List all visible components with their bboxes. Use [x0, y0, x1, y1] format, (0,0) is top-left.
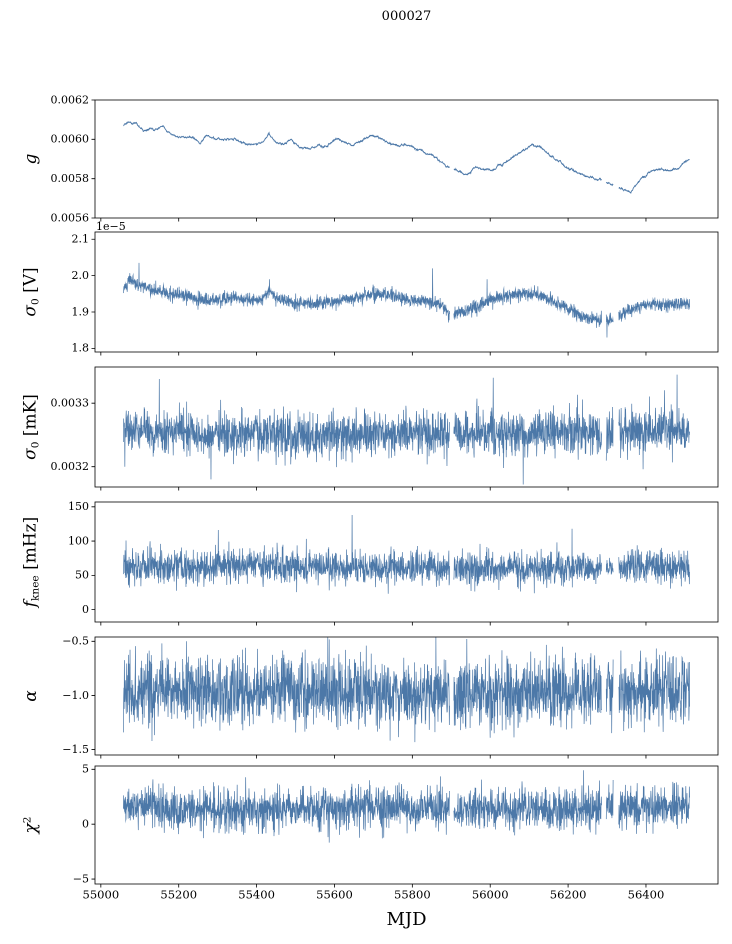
y-axis-label-alpha: α	[21, 690, 41, 702]
y-axis-label-chi2: χ2	[21, 816, 41, 834]
y-axis-label-gain: g	[21, 153, 41, 165]
y-axis-label-sigma0_mK: σ0 [mK]	[20, 394, 42, 460]
y-axis-label-sigma0_volts: σ0 [V]	[20, 267, 42, 317]
x-axis-label: MJD	[386, 909, 427, 930]
y-axis-label-f_knee: fknee [mHz]	[20, 516, 42, 608]
